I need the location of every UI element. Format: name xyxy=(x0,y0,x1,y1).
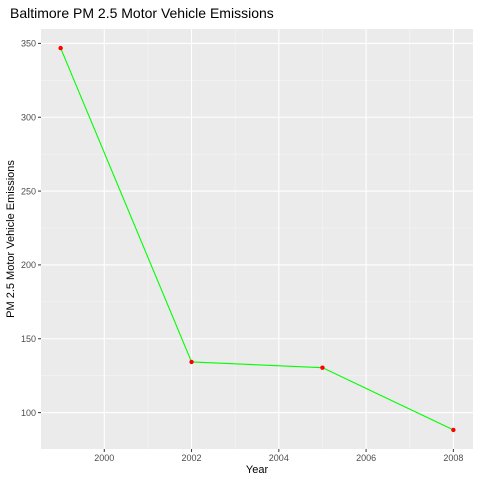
y-tick-label: 300 xyxy=(21,112,36,122)
y-axis-title: PM 2.5 Motor Vehicle Emissions xyxy=(5,160,17,318)
y-tick-label: 100 xyxy=(21,408,36,418)
x-tick-label: 2008 xyxy=(443,453,463,463)
y-tick-label: 350 xyxy=(21,39,36,49)
x-axis: 2000 2002 2004 2006 2008 xyxy=(94,449,463,463)
x-tick-label: 2000 xyxy=(94,453,114,463)
y-tick-label: 150 xyxy=(21,334,36,344)
chart-title: Baltimore PM 2.5 Motor Vehicle Emissions xyxy=(10,5,274,21)
y-tick-label: 250 xyxy=(21,186,36,196)
data-point xyxy=(189,360,193,364)
data-point xyxy=(58,46,62,50)
x-tick-label: 2004 xyxy=(269,453,289,463)
data-point xyxy=(451,428,455,432)
data-point xyxy=(320,365,324,369)
x-tick-label: 2002 xyxy=(182,453,202,463)
y-axis: 100 150 200 250 300 350 xyxy=(21,39,41,418)
y-tick-label: 200 xyxy=(21,260,36,270)
x-tick-label: 2006 xyxy=(356,453,376,463)
x-axis-title: Year xyxy=(246,464,269,476)
plot-panel xyxy=(41,29,473,449)
